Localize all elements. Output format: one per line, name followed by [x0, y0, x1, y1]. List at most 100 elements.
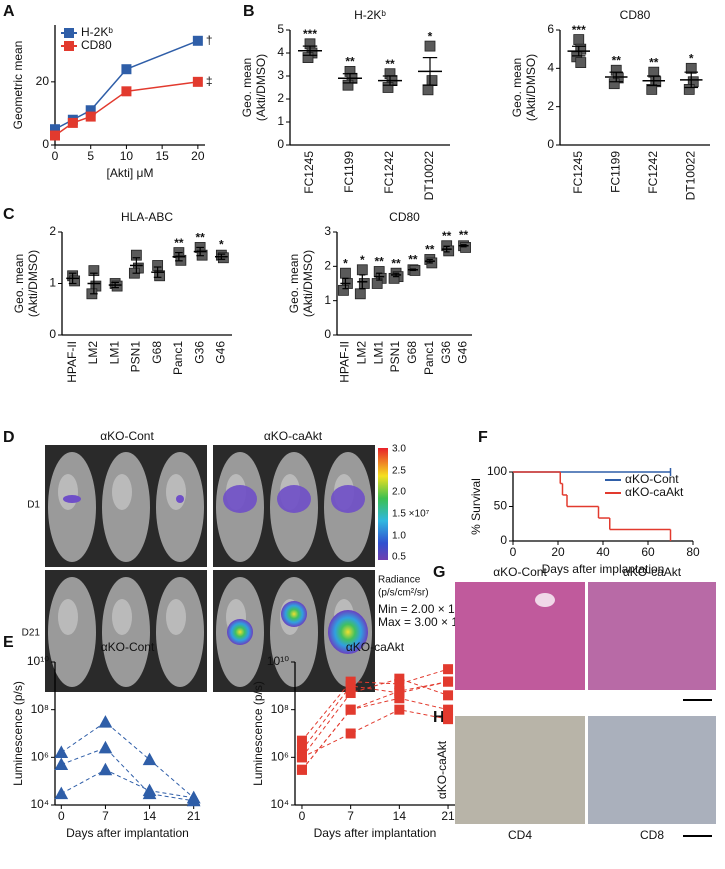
imaging-panel: αKO-Cont αKO-caAkt D1 D21 3.0 2.5 2.0 1.…: [22, 429, 469, 638]
x-tick-label: G46: [214, 341, 228, 364]
panel-label: E: [3, 634, 14, 651]
series-annotation: †: [206, 33, 213, 47]
x-tick-label: 14: [393, 809, 407, 823]
y-tick-label: 3: [277, 68, 284, 82]
significance: *: [360, 253, 365, 267]
data-point: [98, 740, 113, 754]
significance: **: [345, 55, 355, 69]
chart-title: HLA-ABC: [121, 210, 173, 224]
chart-title: αKO-Cont: [101, 640, 155, 654]
signal: [281, 601, 307, 627]
y-tick-label: 5: [277, 22, 284, 36]
y-tick-label: 20: [36, 74, 50, 88]
significance: **: [459, 228, 469, 242]
signal: [227, 619, 253, 645]
y-tick-label: 10¹⁰: [267, 654, 289, 668]
y-tick-label: 2: [277, 91, 284, 105]
significance: **: [649, 55, 659, 69]
x-tick-label: DT10022: [422, 151, 436, 201]
data-point: [342, 79, 354, 91]
data-point: [394, 704, 405, 715]
data-point: [646, 84, 658, 95]
y-tick-label: 6: [547, 22, 554, 36]
significance: ***: [303, 27, 317, 41]
ihc-image: [455, 716, 585, 824]
data-point: [443, 245, 455, 257]
y-axis-label: Geo. mean: [240, 58, 254, 117]
column-label: CD4: [508, 828, 532, 842]
data-point: [296, 752, 307, 763]
x-axis-label: Days after implantation: [542, 562, 665, 576]
data-point: [371, 278, 383, 289]
y-tick-label: 1: [49, 276, 56, 290]
colorbar-tick: 2.5: [392, 466, 406, 477]
data-point: [426, 75, 438, 86]
data-point: [608, 78, 620, 90]
legend-label: αKO-Cont: [625, 472, 679, 486]
data-point: [683, 84, 695, 95]
y-tick-label: 0: [547, 137, 554, 151]
data-point: [443, 714, 454, 725]
legend-label: H-2Kᵇ: [81, 25, 113, 39]
data-point: [358, 278, 370, 289]
series-line: [301, 668, 449, 741]
x-tick-label: FC1242: [646, 151, 660, 194]
x-tick-label: 21: [441, 809, 455, 823]
legend-marker: [64, 41, 74, 51]
series-line: [61, 747, 194, 802]
significance: **: [195, 231, 205, 245]
mouse-detail: [166, 599, 186, 635]
significance: *: [343, 256, 348, 270]
signal: [223, 485, 257, 513]
data-point: [111, 280, 123, 292]
data-point: [142, 752, 157, 766]
x-tick-label: PSN1: [388, 341, 402, 373]
y-tick-label: 10¹⁰: [27, 654, 49, 668]
signal: [277, 485, 311, 513]
data-point: [192, 76, 203, 87]
row-label: αKO-caAkt: [435, 740, 449, 799]
group-label: αKO-Cont: [100, 429, 154, 443]
data-point: [54, 786, 69, 800]
data-point: [394, 686, 405, 697]
y-tick-label: 2: [324, 259, 331, 273]
y-tick-label: 3: [324, 224, 331, 238]
x-tick-label: LM2: [354, 341, 368, 365]
series-annotation: ‡: [206, 74, 213, 88]
series-line: [301, 681, 449, 771]
chart-title: αKO-caAkt: [346, 640, 405, 654]
data-point: [50, 130, 60, 141]
x-tick-label: LM1: [371, 341, 385, 365]
series-line: [301, 697, 449, 771]
x-tick-label: Panc1: [171, 341, 185, 375]
significance: *: [428, 29, 433, 43]
x-axis-label: Days after implantation: [66, 826, 189, 840]
x-tick-label: 0: [510, 545, 517, 559]
x-tick-label: DT10022: [683, 151, 697, 201]
y-tick-label: 50: [494, 499, 508, 513]
y-tick-label: 2: [547, 99, 554, 113]
significance: **: [391, 256, 401, 270]
significance: ***: [572, 23, 586, 37]
panel-label: F: [478, 429, 488, 446]
x-tick-label: 15: [155, 149, 169, 163]
significance: **: [375, 255, 385, 269]
data-point: [345, 704, 356, 715]
mouse-detail: [58, 599, 78, 635]
ihc-image: [588, 716, 716, 824]
y-axis-label: (Akti/DMSO): [301, 250, 315, 317]
signal: [328, 610, 368, 654]
column-label: αKO-Cont: [493, 565, 547, 579]
row-label: D21: [22, 628, 41, 639]
colorbar-tick: 1.0: [392, 531, 406, 542]
colorbar-tick: 2.0: [392, 487, 406, 498]
data-point: [345, 728, 356, 739]
colorbar-tick: 3.0: [392, 444, 406, 455]
y-tick-label: 4: [277, 45, 284, 59]
x-tick-label: G36: [192, 341, 206, 364]
legend-marker: [64, 28, 74, 38]
y-tick-label: 1: [324, 293, 331, 307]
data-point: [460, 242, 471, 253]
data-point: [54, 757, 69, 771]
